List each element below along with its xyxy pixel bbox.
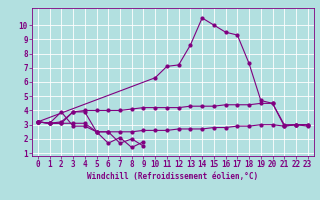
X-axis label: Windchill (Refroidissement éolien,°C): Windchill (Refroidissement éolien,°C) xyxy=(87,172,258,181)
